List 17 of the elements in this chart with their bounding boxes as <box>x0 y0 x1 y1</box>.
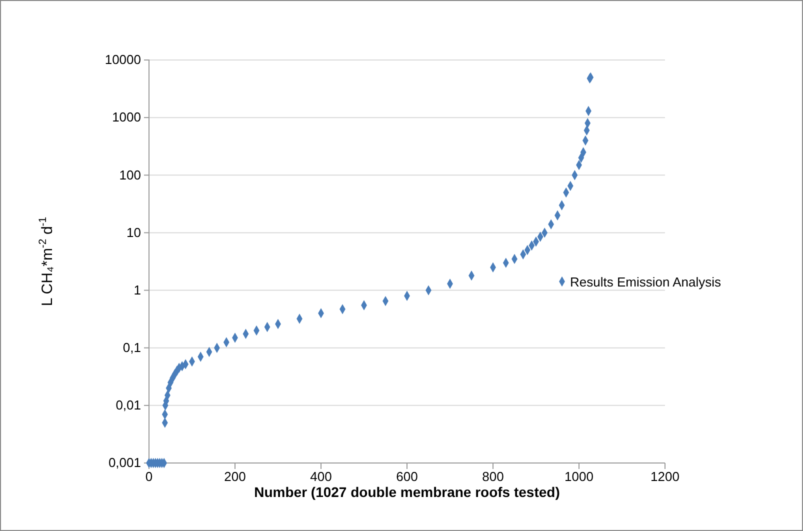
x-tick-label: 200 <box>224 469 246 484</box>
legend-label: Results Emission Analysis <box>570 274 722 290</box>
y-tick-label: 1 <box>134 282 141 298</box>
y-tick-label: 1000 <box>112 110 141 125</box>
y-tick-label: 10000 <box>104 52 141 68</box>
y-tick-label: 100 <box>119 167 141 182</box>
x-axis-title: Number (1027 double membrane roofs tested) <box>254 484 560 500</box>
y-tick-label: 0,001 <box>108 455 141 470</box>
x-tick-label: 800 <box>482 469 504 484</box>
x-tick-label: 400 <box>310 469 332 484</box>
y-tick-label: 10 <box>126 224 141 240</box>
y-tick-label: 0,1 <box>122 340 141 356</box>
x-tick-label: 1000 <box>564 469 594 484</box>
x-tick-label: 600 <box>396 469 418 484</box>
x-tick-label: 1200 <box>650 469 680 484</box>
y-tick-label: 0,01 <box>116 398 141 413</box>
x-tick-label: 0 <box>145 469 153 484</box>
